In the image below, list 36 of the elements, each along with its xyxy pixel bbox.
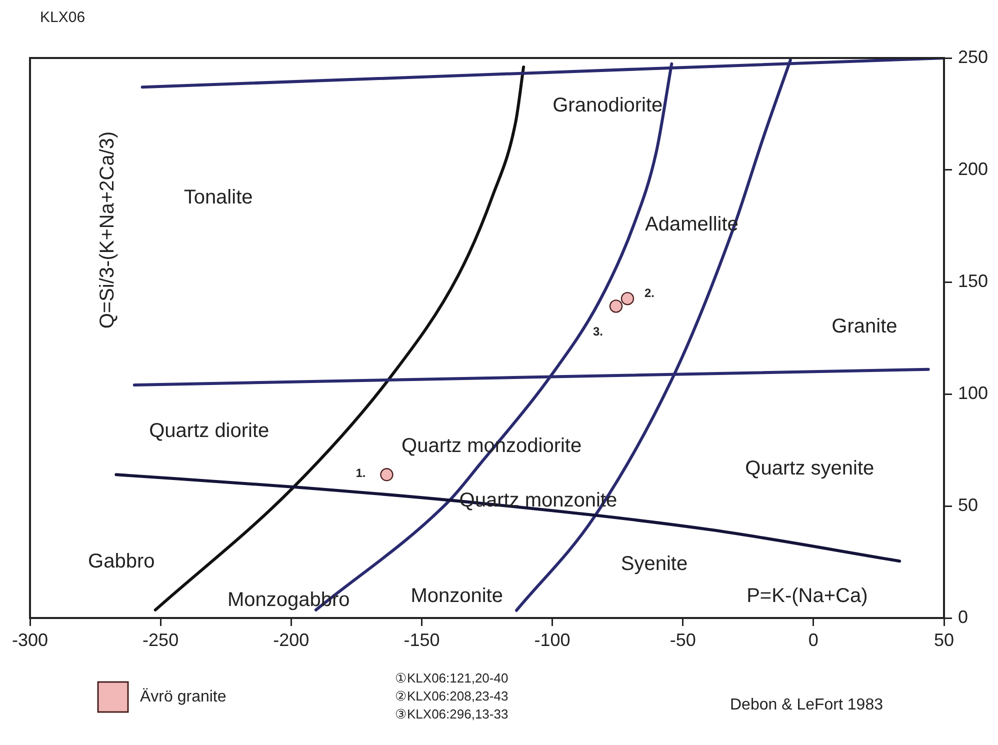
annotation: 3. (592, 324, 604, 339)
text: ③KLX06:296,13-33 (395, 706, 508, 722)
text: ②KLX06:208,23-43 (395, 688, 508, 704)
point (609, 300, 623, 313)
legend-label: Ävrö granite (140, 687, 226, 706)
x-tick-label: 50 (934, 630, 954, 650)
y-tick-label: 50 (958, 494, 978, 515)
y-tick-label: 250 (958, 46, 988, 67)
text: Debon & LeFort 1983 (730, 696, 884, 714)
annotation: Monzonite (410, 585, 503, 608)
x-tick-label: 0 (808, 630, 818, 650)
point (620, 292, 634, 306)
y-tick-label: 100 (958, 382, 988, 403)
x-tick-label: -300 (12, 630, 48, 650)
annotation: Quartz diorite (149, 420, 270, 442)
chart-title: KLX06 (40, 9, 86, 26)
annotation: 2. (644, 286, 655, 300)
y-tick-label: 200 (958, 158, 988, 179)
annotation: Tonalite (184, 186, 253, 209)
x-tick-label: -50 (670, 630, 696, 650)
annotation: Quartz syenite (745, 458, 874, 480)
annotation: Granite (832, 315, 898, 338)
annotation: 1. (356, 466, 366, 480)
y-tick-label: 0 (958, 606, 968, 627)
annotation: Granodiorite (552, 94, 663, 117)
y-tick-label: 150 (958, 270, 988, 291)
x-tick-label: -200 (273, 630, 310, 650)
x-tick-label: -100 (534, 630, 570, 650)
point (380, 468, 394, 482)
annotation: Syenite (620, 552, 688, 575)
x-tick-label: -250 (142, 630, 179, 650)
x-tick-label: -150 (404, 630, 440, 650)
text: ①KLX06:121,20-40 (395, 670, 508, 686)
x-axis-title: P=K-(Na+Ca) (746, 585, 868, 608)
y-axis-title: Q=Si/3-(K+Na+2Ca/3) (96, 131, 119, 329)
annotation: Gabbro (88, 550, 155, 573)
